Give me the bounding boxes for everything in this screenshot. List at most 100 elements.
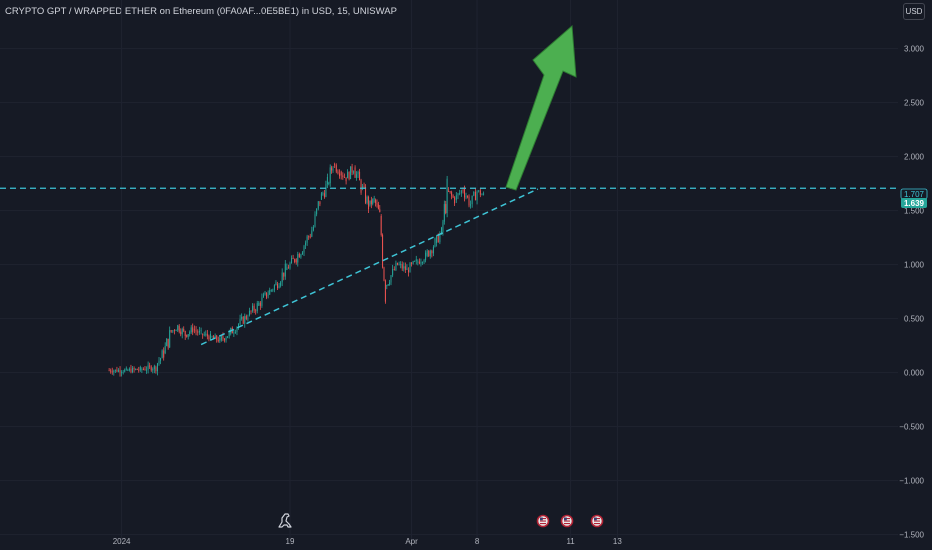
candle-body bbox=[287, 267, 289, 269]
arrow-up-icon[interactable] bbox=[505, 24, 577, 191]
candle-body bbox=[261, 297, 263, 306]
candle-body bbox=[392, 269, 394, 276]
candle-body bbox=[328, 183, 330, 184]
candle-body bbox=[470, 204, 472, 206]
candle-body bbox=[173, 330, 175, 332]
price-labels: 1.707 1.639 bbox=[900, 188, 928, 208]
candle-body bbox=[383, 267, 385, 281]
candle-body bbox=[428, 250, 430, 257]
candle-body bbox=[146, 369, 148, 371]
candle-body bbox=[348, 172, 350, 180]
candle-body bbox=[130, 368, 132, 373]
candle-body bbox=[343, 177, 345, 178]
candle-body bbox=[465, 196, 467, 198]
y-tick-label: 1.000 bbox=[904, 261, 925, 270]
candle-body bbox=[267, 294, 269, 296]
candle-body bbox=[415, 259, 417, 262]
candle-body bbox=[281, 272, 283, 283]
candle-body bbox=[135, 368, 137, 370]
candle-body bbox=[184, 331, 186, 337]
dino-icon[interactable] bbox=[278, 513, 292, 528]
candle-body bbox=[345, 177, 347, 182]
candle-body bbox=[113, 370, 115, 373]
candle-body bbox=[208, 336, 210, 340]
candle-body bbox=[170, 330, 172, 332]
candle-body bbox=[406, 268, 408, 270]
candle-body bbox=[277, 284, 279, 289]
candle-body bbox=[449, 191, 451, 193]
candle-body bbox=[337, 171, 339, 174]
candle-body bbox=[136, 368, 138, 370]
candle-body bbox=[121, 372, 123, 373]
candle-body bbox=[213, 336, 215, 338]
candle-body bbox=[189, 332, 191, 335]
candle-body bbox=[172, 330, 174, 332]
candle-body bbox=[417, 261, 419, 263]
candle-body bbox=[255, 310, 257, 312]
candle-body bbox=[445, 204, 447, 214]
candle-body bbox=[178, 326, 180, 332]
candle-body bbox=[167, 338, 169, 348]
candle-body bbox=[239, 318, 241, 324]
candle-body bbox=[214, 335, 216, 338]
candle-body bbox=[311, 230, 313, 237]
last-price-badge bbox=[901, 198, 927, 208]
candle-body bbox=[429, 250, 431, 257]
y-tick-label: 1.500 bbox=[904, 207, 925, 216]
candle-body bbox=[273, 285, 275, 290]
candle-body bbox=[236, 327, 238, 333]
candle-body bbox=[340, 171, 342, 176]
candle-body bbox=[455, 195, 457, 200]
candle-body bbox=[362, 186, 364, 188]
candle-body bbox=[370, 200, 372, 204]
candle-body bbox=[353, 171, 355, 173]
currency-button[interactable]: USD bbox=[903, 3, 925, 20]
candle-body bbox=[127, 370, 129, 371]
candle-body bbox=[222, 336, 224, 339]
trendline[interactable] bbox=[200, 188, 539, 346]
candle-body bbox=[305, 242, 307, 246]
candle-body bbox=[382, 234, 384, 268]
us-flag-icon[interactable] bbox=[590, 514, 604, 528]
candle-body bbox=[436, 235, 438, 243]
candle-body bbox=[180, 331, 182, 335]
candle-body bbox=[156, 363, 158, 372]
candle-body bbox=[474, 191, 476, 201]
candle-body bbox=[376, 202, 378, 205]
candle-body bbox=[192, 327, 194, 333]
candle-body bbox=[272, 289, 274, 291]
candle-body bbox=[164, 346, 166, 354]
candle-body bbox=[264, 292, 266, 295]
us-flag-icon[interactable] bbox=[560, 514, 574, 528]
candle-body bbox=[181, 329, 183, 335]
x-tick-label: 19 bbox=[286, 537, 295, 546]
candle-body bbox=[400, 264, 402, 266]
candle-body bbox=[387, 284, 389, 286]
candle-body bbox=[325, 184, 327, 197]
candle-body bbox=[303, 246, 305, 253]
candle-body bbox=[409, 263, 411, 273]
us-flag-icon[interactable] bbox=[536, 514, 550, 528]
time-axis: 2024 19 Apr 8 11 13 bbox=[113, 537, 623, 546]
y-tick-label: −0.500 bbox=[899, 423, 924, 432]
candle-body bbox=[219, 337, 221, 342]
candle-body bbox=[147, 365, 149, 370]
candle-body bbox=[128, 368, 130, 371]
candle-body bbox=[350, 166, 352, 180]
candle-body bbox=[476, 191, 478, 201]
candle-body bbox=[203, 334, 205, 336]
candle-body bbox=[163, 350, 165, 358]
candle-body bbox=[295, 259, 297, 263]
chart-title: CRYPTO GPT / WRAPPED ETHER on Ethereum (… bbox=[5, 6, 397, 17]
y-tick-label: 3.000 bbox=[904, 45, 925, 54]
candle-body bbox=[432, 246, 434, 254]
candle-body bbox=[306, 236, 308, 243]
candle-body bbox=[242, 316, 244, 324]
y-tick-label: −1.000 bbox=[899, 477, 924, 486]
candle-body bbox=[122, 371, 124, 373]
candle-body bbox=[149, 365, 151, 367]
candle-body bbox=[357, 171, 359, 175]
candle-body bbox=[119, 370, 121, 373]
candle-body bbox=[457, 193, 459, 196]
